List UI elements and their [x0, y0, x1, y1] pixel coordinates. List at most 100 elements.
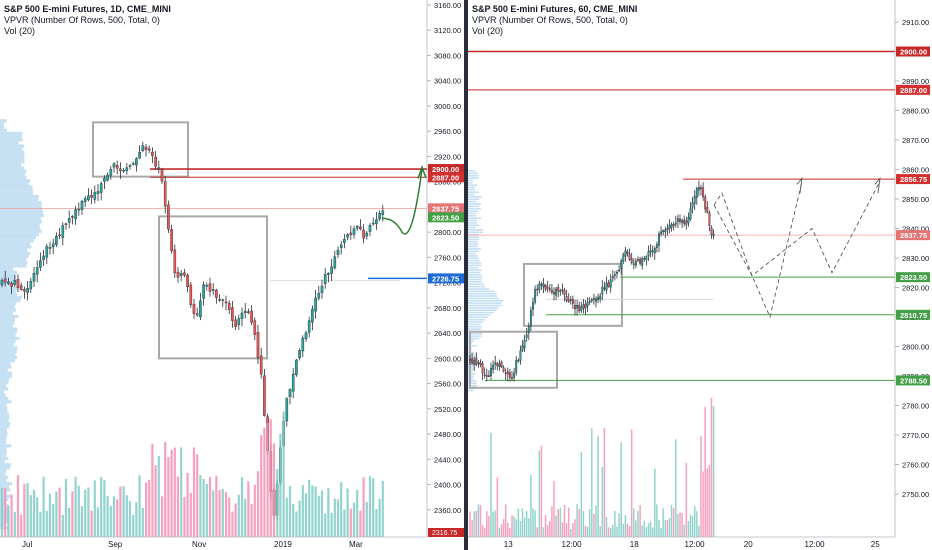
right-volume-bar	[691, 516, 694, 537]
vpvr-row	[468, 344, 477, 347]
right-volume-bar	[572, 523, 574, 537]
right-candle	[628, 254, 631, 260]
left-candle	[122, 169, 125, 172]
vpvr-row	[468, 238, 479, 241]
right-candle	[599, 295, 602, 300]
right-time-label: 12:00	[685, 540, 706, 549]
right-candle	[592, 298, 595, 300]
right-candle	[471, 358, 474, 364]
right-volume-indicator[interactable]: Vol (20)	[472, 26, 504, 36]
left-plot-area	[0, 0, 427, 537]
right-candle	[576, 305, 579, 309]
left-volume-bar	[58, 487, 61, 537]
left-candle	[103, 177, 106, 182]
right-axis-label: 2910.00	[902, 18, 929, 27]
vpvr-row	[468, 243, 478, 245]
left-volume-indicator[interactable]: Vol (20)	[4, 26, 36, 36]
left-candle	[263, 375, 266, 416]
vpvr-row	[468, 318, 486, 321]
left-volume-bar	[282, 411, 285, 537]
left-candle	[227, 302, 231, 310]
right-candle	[506, 371, 509, 375]
right-candle	[685, 220, 688, 225]
vpvr-row	[468, 384, 478, 387]
left-volume-bar	[372, 478, 375, 537]
right-candle	[519, 350, 522, 361]
vpvr-row	[0, 176, 27, 180]
right-volume-bar	[645, 527, 648, 537]
right-volume-bar	[525, 510, 528, 537]
right-volume-bar	[647, 523, 650, 537]
left-vpvr-indicator[interactable]: VPVR (Number Of Rows, 500, Total, 0)	[4, 15, 160, 25]
left-volume-bar	[375, 509, 378, 537]
vpvr-row	[0, 213, 44, 218]
right-candle	[645, 256, 648, 260]
right-volume-bar	[517, 508, 520, 537]
left-volume-bar	[269, 419, 272, 537]
vpvr-row	[468, 278, 482, 281]
left-projection-arrowhead	[417, 164, 427, 179]
right-volume-bar	[624, 515, 627, 537]
vpvr-row	[468, 264, 482, 267]
right-candle	[485, 375, 488, 377]
right-volume-bar	[578, 509, 580, 537]
right-volume-bar	[555, 515, 557, 537]
right-volume-bar	[649, 521, 652, 537]
vpvr-row	[468, 252, 476, 255]
right-volume-bar	[601, 467, 604, 537]
right-volume-bar	[574, 519, 576, 537]
left-candle	[131, 163, 135, 165]
right-vpvr-indicator[interactable]: VPVR (Number Of Rows, 500, Total, 0)	[472, 15, 628, 25]
vpvr-row	[468, 323, 481, 326]
vpvr-row	[0, 478, 7, 483]
vpvr-row	[0, 437, 7, 442]
left-candle	[186, 274, 189, 288]
right-volume-bar	[687, 521, 690, 537]
left-candle	[125, 167, 129, 172]
right-volume-bar	[498, 528, 501, 537]
right-volume-bar	[677, 513, 679, 537]
vpvr-row	[0, 453, 6, 457]
right-candle	[544, 285, 547, 290]
left-volume-bar	[128, 501, 132, 537]
right-axis-label: 2840.00	[902, 225, 929, 234]
right-time-label: 20	[744, 540, 753, 549]
left-volume-bar	[55, 491, 58, 537]
left-volume-bar	[36, 497, 39, 537]
left-candle	[112, 163, 116, 168]
vpvr-row	[468, 191, 479, 194]
left-volume-bar	[221, 488, 224, 537]
right-candle	[477, 362, 480, 364]
right-candle	[700, 187, 702, 190]
right-candle	[511, 377, 513, 379]
vpvr-row	[0, 166, 25, 170]
left-candle	[93, 192, 97, 200]
left-volume-bar	[7, 505, 10, 537]
vpvr-row	[0, 314, 19, 319]
vpvr-row	[0, 201, 42, 205]
left-volume-bar	[176, 476, 180, 537]
right-candle	[662, 230, 665, 233]
left-volume-bar	[324, 513, 327, 537]
left-volume-bar	[311, 485, 314, 537]
left-candle	[23, 289, 26, 292]
vpvr-row	[0, 261, 28, 265]
right-volume-bar	[633, 508, 635, 537]
left-candle	[163, 181, 167, 207]
right-candle	[687, 217, 690, 224]
vpvr-row	[0, 463, 12, 467]
left-candle	[224, 301, 228, 304]
vpvr-row	[468, 196, 482, 198]
right-candle	[584, 303, 587, 309]
vpvr-row	[0, 333, 16, 337]
vpvr-row	[468, 271, 481, 274]
left-axis-label: 2800.00	[434, 228, 461, 237]
vpvr-row	[0, 242, 31, 246]
right-volume-bar	[698, 525, 700, 537]
right-candle	[561, 289, 564, 291]
left-axis-label: 3040.00	[434, 77, 461, 86]
vpvr-row	[0, 336, 20, 341]
vpvr-row	[0, 425, 10, 429]
right-candle	[559, 290, 562, 292]
